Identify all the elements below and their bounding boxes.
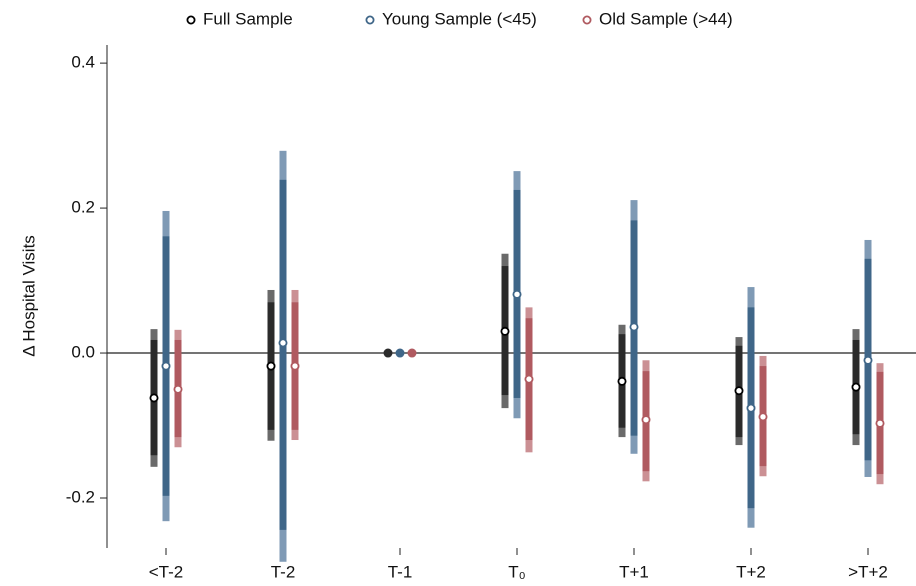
estimate	[524, 374, 534, 384]
estimate	[734, 386, 744, 396]
estimate	[395, 348, 405, 358]
legend-marker	[365, 15, 375, 25]
x-tick-label: T-2	[271, 562, 296, 581]
estimate	[758, 412, 768, 422]
x-tick-label: >T+2	[848, 562, 888, 581]
estimate	[149, 393, 159, 403]
y-tick-label: 0.0	[71, 343, 95, 362]
x-tick-label: T+2	[736, 562, 766, 581]
x-tick-label: <T-2	[149, 562, 184, 581]
legend-marker	[582, 15, 592, 25]
estimate	[746, 403, 756, 413]
estimate	[161, 361, 171, 371]
estimate	[290, 361, 300, 371]
estimate	[173, 384, 183, 394]
estimate	[407, 348, 417, 358]
y-axis-label: Δ Hospital Visits	[19, 235, 38, 357]
legend-label: Old Sample (>44)	[599, 9, 733, 28]
y-tick-label: 0.4	[71, 53, 95, 72]
estimate	[512, 289, 522, 299]
estimate	[875, 418, 885, 428]
legend-label: Full Sample	[203, 9, 293, 28]
estimate	[629, 322, 639, 332]
ci-inner	[279, 179, 287, 530]
estimate	[383, 348, 393, 358]
estimate	[266, 361, 276, 371]
estimate	[641, 415, 651, 425]
estimate	[617, 376, 627, 386]
legend-label: Young Sample (<45)	[382, 9, 537, 28]
x-tick-label: T-1	[388, 562, 413, 581]
y-tick-label: -0.2	[66, 487, 95, 506]
legend-marker	[186, 15, 196, 25]
estimate	[500, 326, 510, 336]
estimate	[863, 355, 873, 365]
estimate	[851, 382, 861, 392]
estimate	[278, 338, 288, 348]
x-tick-label: T+1	[619, 562, 649, 581]
y-tick-label: 0.2	[71, 198, 95, 217]
x-tick-label: T₀	[508, 562, 525, 581]
